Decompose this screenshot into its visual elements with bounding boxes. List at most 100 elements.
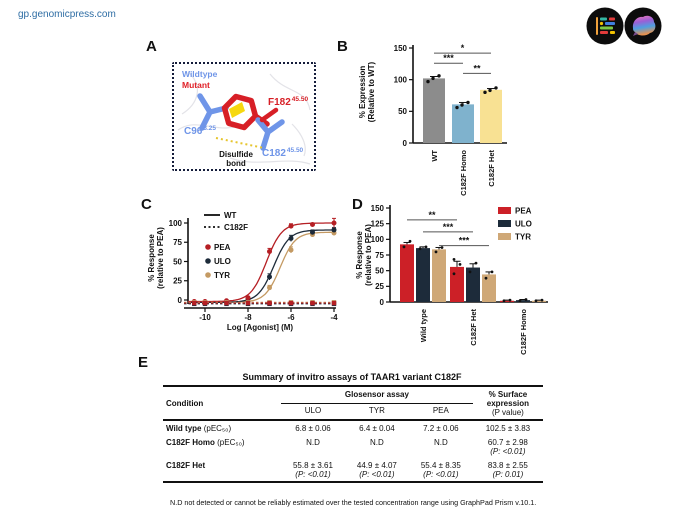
f182-phenyl-ring bbox=[221, 93, 259, 131]
p-value-line: (P: <0.01) bbox=[490, 446, 526, 456]
legend-agonist-label: ULO bbox=[214, 257, 231, 266]
flat-marker bbox=[202, 300, 208, 306]
genomic-press-bars-icon bbox=[586, 7, 624, 45]
summary-table: Condition Glosensor assay% Surface express… bbox=[163, 385, 543, 483]
header-row-2: ULO TYR PEA bbox=[163, 403, 543, 420]
site-link[interactable]: gp.genomicpress.com bbox=[18, 9, 116, 20]
mutant-bond bbox=[259, 107, 279, 123]
table-row: C182F Het 55.8 ± 3.61 (P: <0.01) 44.9 ± 4.0… bbox=[163, 458, 543, 482]
bar bbox=[400, 244, 414, 302]
data-point bbox=[490, 270, 494, 274]
panel-label-a: A bbox=[146, 38, 157, 55]
data-point bbox=[408, 239, 412, 243]
y-tick-label: 75 bbox=[173, 238, 182, 247]
y-tick-label: 150 bbox=[394, 44, 408, 53]
table-row: C182F Homo (pEC₅₀) N.D N.D N.D 60.7 ± 2.98 (P… bbox=[163, 435, 543, 458]
bar bbox=[500, 300, 514, 302]
table-body: Wild type (pEC₅₀) 6.8 ± 0.06 6.4 ± 0.04 7.2… bbox=[163, 420, 543, 482]
assay-column-header: TYR bbox=[368, 406, 385, 415]
disulfide-label-1: Disulfide bbox=[219, 150, 253, 159]
value-line: 102.5 ± 3.83 bbox=[485, 423, 531, 433]
value-line: N.D bbox=[433, 437, 448, 447]
value-cell: 6.4 ± 0.04 bbox=[345, 420, 409, 435]
condition-cell: Wild type (pEC₅₀) bbox=[163, 420, 281, 435]
surface-header-line: % Surface bbox=[488, 389, 528, 399]
fit-curve bbox=[187, 231, 337, 303]
data-point bbox=[484, 276, 488, 280]
legend-label: PEA bbox=[515, 207, 532, 216]
mutant-label: Mutant bbox=[182, 80, 210, 90]
data-point bbox=[267, 274, 272, 280]
bar bbox=[516, 300, 530, 302]
data-point bbox=[466, 100, 470, 105]
surface-header-line: expression bbox=[486, 398, 530, 408]
data-point bbox=[288, 247, 294, 253]
value-line: 83.8 ± 2.55 bbox=[487, 460, 528, 470]
value-cell: N.D bbox=[281, 435, 345, 458]
brain-art-icon bbox=[624, 7, 662, 45]
value-line: N.D bbox=[306, 437, 320, 447]
legend-marker bbox=[205, 272, 211, 278]
bar bbox=[482, 274, 496, 302]
value-cell: 55.8 ± 3.61 (P: <0.01) bbox=[281, 458, 345, 482]
bar bbox=[452, 104, 474, 143]
table-title: Summary of invitro assays of TAAR1 varia… bbox=[242, 372, 462, 382]
data-point bbox=[460, 103, 464, 107]
value-cell: 102.5 ± 3.83 bbox=[473, 420, 543, 435]
data-point bbox=[502, 299, 506, 303]
structure-illustration: Wildtype Mutant C963.25 F18245.50 C18245… bbox=[177, 69, 311, 168]
data-point bbox=[426, 79, 430, 84]
panel-label-b: B bbox=[337, 38, 348, 55]
legend-label: TYR bbox=[515, 233, 531, 242]
data-point bbox=[288, 235, 294, 241]
value-line: 60.7 ± 2.98 bbox=[487, 437, 528, 447]
x-category-label: WT bbox=[430, 150, 439, 162]
flat-marker bbox=[331, 300, 337, 306]
backbone-lines bbox=[177, 71, 311, 165]
summary-table-grid: Condition Glosensor assay% Surface express… bbox=[163, 385, 543, 483]
data-point bbox=[310, 222, 315, 228]
legend-marker bbox=[205, 258, 211, 264]
x-tick-label: -8 bbox=[244, 313, 252, 322]
y-axis-label-line: % Response bbox=[147, 234, 156, 282]
data-point bbox=[331, 220, 337, 226]
significance-stars: ** bbox=[473, 63, 481, 73]
bar bbox=[532, 300, 546, 302]
data-point bbox=[437, 74, 441, 78]
significance-stars: *** bbox=[443, 53, 454, 63]
data-point bbox=[518, 299, 522, 303]
surface-header: % Surface expression (P value) bbox=[473, 386, 543, 420]
value-cell: 6.8 ± 0.06 bbox=[281, 420, 345, 435]
x-tick-label: -6 bbox=[287, 313, 295, 322]
value-cell: N.D bbox=[409, 435, 473, 458]
y-tick-label: 25 bbox=[375, 282, 384, 291]
x-category-label: C182F Het bbox=[469, 309, 478, 346]
data-point bbox=[540, 298, 544, 302]
c182-stick bbox=[255, 117, 285, 151]
data-point bbox=[245, 295, 251, 301]
disulfide-bond-line bbox=[215, 137, 265, 149]
value-line: 55.8 ± 3.61 bbox=[292, 460, 333, 470]
y-tick-label: 100 bbox=[169, 219, 183, 228]
data-point bbox=[483, 90, 487, 95]
condition-suffix: (pEC₅₀) bbox=[201, 423, 232, 433]
value-line: 6.4 ± 0.04 bbox=[359, 423, 395, 433]
disulfide-label-2: bond bbox=[226, 159, 246, 167]
bar bbox=[416, 248, 430, 302]
data-point bbox=[440, 246, 444, 249]
legend-swatch bbox=[498, 207, 511, 214]
response-grouped-bar-chart: 0 25 50 75 100 125 150 PEA ULO TYR Wild type C182F … bbox=[355, 204, 548, 355]
data-point bbox=[288, 223, 294, 229]
legend-agonist-label: PEA bbox=[214, 243, 231, 252]
y-axis-label-line: (relative to PEA) bbox=[156, 227, 165, 289]
dose-response-chart: 0 25 50 75 100 -10 -8 -6 -4 Log [Agonist] (M) % Re… bbox=[147, 211, 338, 332]
value-cell: 44.9 ± 4.07 (P: <0.01) bbox=[345, 458, 409, 482]
data-point bbox=[434, 250, 438, 254]
table-row: Wild type (pEC₅₀) 6.8 ± 0.06 6.4 ± 0.04 7.2… bbox=[163, 420, 543, 435]
panel-a-structure-box: Wildtype Mutant C963.25 F18245.50 C18245… bbox=[172, 62, 316, 171]
p-value-line: (P: 0.01) bbox=[492, 469, 524, 479]
condition-name: C182F Het bbox=[166, 460, 206, 470]
data-point bbox=[524, 298, 528, 301]
